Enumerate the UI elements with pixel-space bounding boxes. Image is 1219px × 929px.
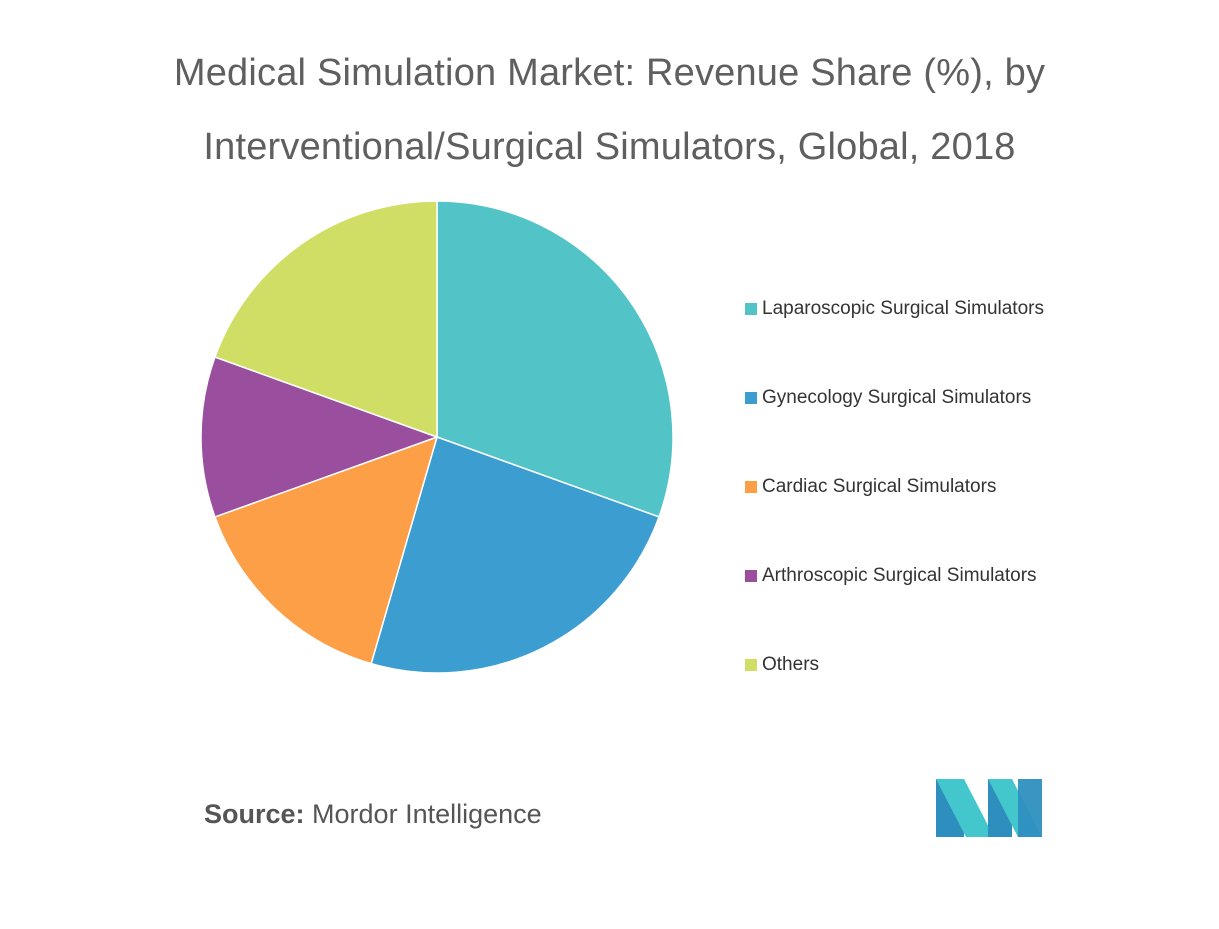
legend-swatch (745, 659, 757, 671)
chart-title-line-2: Interventional/Surgical Simulators, Glob… (203, 126, 1016, 168)
logo-left-diagonal (936, 779, 994, 837)
pie-slice-gynecology-surgical-simulators (370, 436, 661, 674)
legend-label: Others (762, 654, 820, 675)
legend-item: Cardiac Surgical Simulators (745, 476, 996, 498)
pie-slice-others (213, 200, 438, 439)
logo-right-bar (1018, 779, 1042, 837)
legend-label: Cardiac Surgical Simulators (762, 476, 997, 497)
legend-item: Gynecology Surgical Simulators (745, 387, 1031, 409)
legend-swatch (745, 392, 757, 404)
legend-label: Gynecology Surgical Simulators (762, 387, 1032, 408)
mordor-intelligence-logo (936, 779, 1042, 837)
chart-title-line-1: Medical Simulation Market: Revenue Share… (173, 52, 1046, 94)
legend-label: Laparoscopic Surgical Simulators (762, 298, 1044, 319)
source-label: Source: (204, 799, 305, 829)
legend-item: Arthroscopic Surgical Simulators (745, 565, 1037, 587)
pie-slice-cardiac-surgical-simulators (213, 435, 439, 665)
legend-swatch (745, 303, 757, 315)
legend-swatch (745, 570, 757, 582)
legend-swatch (745, 481, 757, 493)
source-note: Source: Mordor Intelligence (204, 799, 542, 830)
source-text: Mordor Intelligence (312, 799, 542, 829)
pie-slice-laparoscopic-surgical-simulators (436, 200, 674, 518)
pie-slice-arthroscopic-surgical-simulators (200, 356, 440, 518)
legend-item: Others (745, 654, 819, 676)
legend-label: Arthroscopic Surgical Simulators (762, 565, 1037, 586)
legend-item: Laparoscopic Surgical Simulators (745, 298, 1044, 320)
